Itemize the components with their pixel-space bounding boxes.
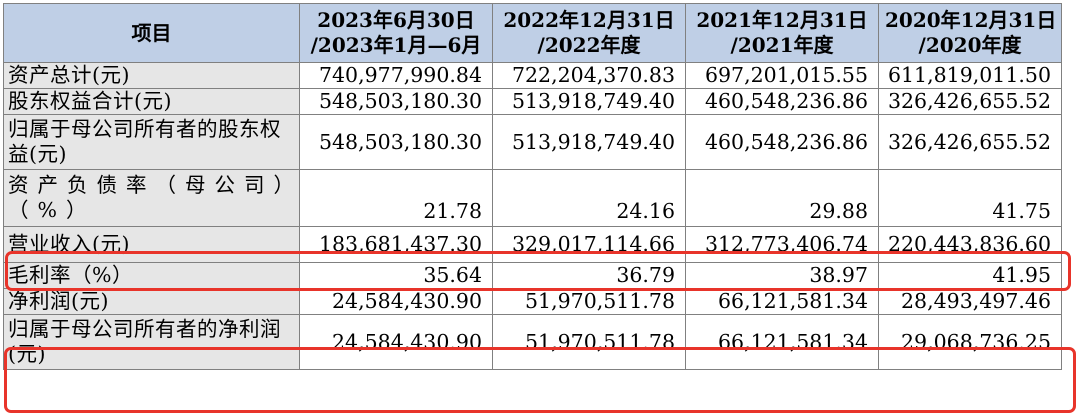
- row-label: 净利润(元): [3, 288, 300, 315]
- cell-value: 51,970,511.78: [492, 288, 686, 315]
- row-label: 归属于母公司所有者的净利润(元): [3, 314, 300, 370]
- row-label: 毛利率（%）: [3, 262, 300, 289]
- cell-value: 460,548,236.86: [685, 88, 879, 115]
- cell-value: 21.78: [299, 169, 493, 227]
- cell-value: 611,819,011.50: [878, 62, 1062, 89]
- highlight-box-revenue: [5, 251, 1071, 291]
- cell-value: 24.16: [492, 169, 686, 227]
- table-row: 资产总计(元) 740,977,990.84 722,204,370.83 69…: [3, 62, 1062, 89]
- cell-value: 326,426,655.52: [878, 88, 1062, 115]
- cell-value: 697,201,015.55: [685, 62, 879, 89]
- cell-value: 41.75: [878, 169, 1062, 227]
- cell-value: 41.95: [878, 262, 1062, 289]
- cell-value: 548,503,180.30: [299, 114, 493, 170]
- row-label: 股东权益合计(元): [3, 88, 300, 115]
- row-label: 归属于母公司所有者的股东权益(元): [3, 114, 300, 170]
- table-row: 归属于母公司所有者的净利润(元) 24,584,430.90 51,970,51…: [3, 314, 1062, 370]
- header-2021: 2021年12月31日/2021年度: [685, 3, 879, 63]
- row-label: 资产总计(元): [3, 62, 300, 89]
- cell-value: 38.97: [685, 262, 879, 289]
- cell-value: 66,121,581.34: [685, 288, 879, 315]
- cell-value: 66,121,581.34: [685, 314, 879, 370]
- cell-value: 513,918,749.40: [492, 88, 686, 115]
- header-2023h1: 2023年6月30日/2023年1月—6月: [299, 3, 493, 63]
- table-header-row: 项目 2023年6月30日/2023年1月—6月 2022年12月31日/202…: [3, 3, 1062, 63]
- table-row: 净利润(元) 24,584,430.90 51,970,511.78 66,12…: [3, 288, 1062, 315]
- highlight-box-net-profit-parent: [4, 347, 1076, 413]
- row-label: 资产负债率（母公司）（%）: [3, 169, 300, 227]
- header-item: 项目: [3, 3, 300, 63]
- table-row: 毛利率（%） 35.64 36.79 38.97 41.95: [3, 262, 1062, 289]
- cell-value: 460,548,236.86: [685, 114, 879, 170]
- table-row: 归属于母公司所有者的股东权益(元) 548,503,180.30 513,918…: [3, 114, 1062, 170]
- table-row: 资产负债率（母公司）（%） 21.78 24.16 29.88 41.75: [3, 169, 1062, 227]
- cell-value: 513,918,749.40: [492, 114, 686, 170]
- header-2022: 2022年12月31日/2022年度: [492, 3, 686, 63]
- cell-value: 29.88: [685, 169, 879, 227]
- table-row: 股东权益合计(元) 548,503,180.30 513,918,749.40 …: [3, 88, 1062, 115]
- cell-value: 36.79: [492, 262, 686, 289]
- cell-value: 740,977,990.84: [299, 62, 493, 89]
- cell-value: 28,493,497.46: [878, 288, 1062, 315]
- cell-value: 722,204,370.83: [492, 62, 686, 89]
- cell-value: 326,426,655.52: [878, 114, 1062, 170]
- header-2020: 2020年12月31日/2020年度: [878, 3, 1062, 63]
- cell-value: 548,503,180.30: [299, 88, 493, 115]
- financial-summary-table: 项目 2023年6月30日/2023年1月—6月 2022年12月31日/202…: [3, 3, 1062, 370]
- cell-value: 24,584,430.90: [299, 288, 493, 315]
